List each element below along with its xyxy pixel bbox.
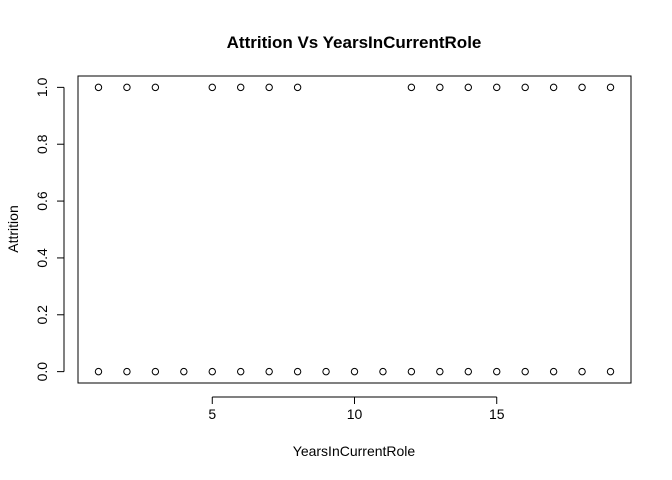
data-point [208,83,216,92]
chart-title: Attrition Vs YearsInCurrentRole [227,33,482,52]
data-point [464,367,472,376]
x-tick-label: 10 [347,406,363,422]
data-point [293,367,302,376]
data-point [436,83,444,92]
data-point [578,367,586,376]
data-point [322,367,330,376]
data-point [521,367,529,376]
x-tick-label: 15 [489,406,505,422]
data-point [379,367,387,376]
data-point [436,367,444,376]
y-tick-label: 0.6 [34,191,50,211]
data-point [464,83,472,92]
data-point [265,367,273,376]
data-point [407,367,416,376]
data-point [521,83,529,92]
data-point [94,367,103,376]
x-axis-label: YearsInCurrentRole [293,443,416,459]
data-point [293,83,302,92]
x-axis: 5 10 15 [208,396,505,422]
data-point [606,83,615,92]
y-tick-label: 0.8 [34,134,50,154]
y-axis: 0.0 0.2 0.4 0.6 0.8 1.0 [34,77,65,382]
data-point [237,367,245,376]
data-point [123,367,131,376]
data-point [407,83,416,92]
data-point [606,367,615,376]
data-points [94,83,615,376]
data-point [123,83,131,92]
y-tick-label: 0.0 [34,362,50,382]
data-point [578,83,586,92]
data-point [549,367,558,376]
x-tick-label: 5 [208,406,216,422]
data-point [94,83,103,92]
data-point [350,367,359,376]
plot-frame [77,75,632,384]
data-point [151,83,160,92]
y-axis-label: Attrition [5,205,21,252]
y-tick-label: 0.2 [34,305,50,325]
data-point [493,83,501,92]
data-point [180,367,188,376]
y-tick-label: 1.0 [34,77,50,97]
data-point [265,83,273,92]
data-point [493,367,501,376]
data-point [208,367,216,376]
data-point [151,367,160,376]
data-point [237,83,245,92]
data-point [549,83,558,92]
y-tick-label: 0.4 [34,248,50,268]
